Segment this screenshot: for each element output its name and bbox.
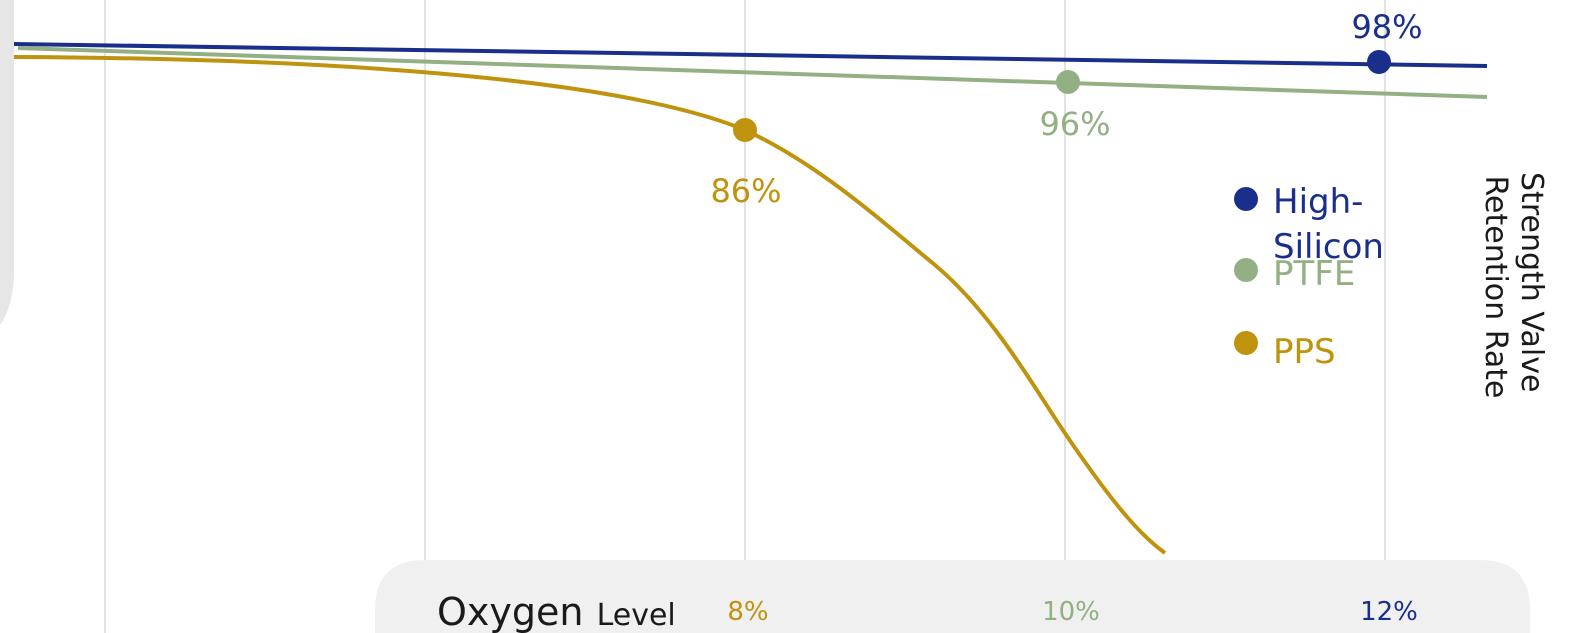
legend-label-pps: PPS (1273, 332, 1336, 372)
marker-high-silicon (1367, 50, 1391, 74)
legend-marker-pps (1234, 331, 1258, 355)
series-line-pps (13, 55, 1167, 555)
legend-label-high-silicon-line2: Silicon (1273, 227, 1384, 267)
y-axis-label: Strength Valve Retention Rate (1478, 172, 1549, 402)
marker-pps (733, 118, 757, 142)
legend-label-ptfe: PTFE (1273, 254, 1355, 294)
x-tick-label-8: 8% (727, 597, 768, 627)
side-panel (0, 0, 14, 325)
x-axis-label-word2: Level (597, 598, 676, 633)
marker-ptfe (1056, 70, 1080, 94)
series-lines (13, 42, 1488, 555)
gridlines (104, 0, 1386, 633)
legend: High- Silicon PTFE PPS (1234, 182, 1384, 372)
x-axis-panel (375, 560, 1530, 633)
data-label-high-silicon: 98% (1351, 8, 1422, 46)
series-line-high-silicon (13, 42, 1488, 68)
y-axis-label-line2: Retention Rate (1478, 176, 1513, 399)
data-label-pps: 86% (710, 172, 781, 210)
data-label-ptfe: 96% (1039, 105, 1110, 143)
legend-marker-high-silicon (1234, 187, 1258, 211)
legend-marker-ptfe (1234, 258, 1258, 282)
x-axis-label-word1: Oxygen (437, 590, 583, 633)
legend-label-high-silicon-line1: High- (1273, 182, 1363, 222)
x-axis-label: Oxygen Level (437, 590, 676, 633)
series-line-ptfe (17, 46, 1488, 99)
x-tick-label-10: 10% (1042, 597, 1100, 627)
x-tick-label-12: 12% (1360, 597, 1418, 627)
y-axis-label-line1: Strength Valve (1514, 172, 1549, 392)
legend-label-high-silicon: High- Silicon (1273, 182, 1384, 267)
